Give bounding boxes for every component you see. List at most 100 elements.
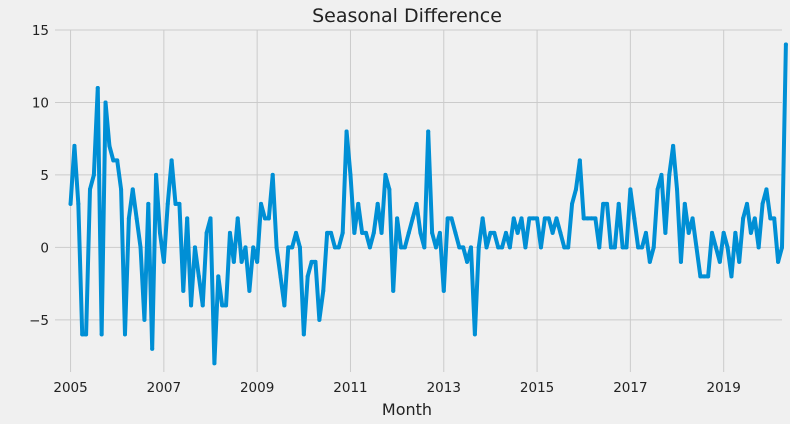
data-point [165, 201, 170, 206]
y-tick-label: 15 [32, 23, 49, 39]
data-point [721, 230, 726, 235]
data-point [511, 216, 516, 221]
data-point [546, 216, 551, 221]
data-point [558, 230, 563, 235]
data-point [379, 230, 384, 235]
data-point [130, 187, 135, 192]
data-point [142, 317, 147, 322]
data-point [457, 245, 462, 250]
data-point [449, 216, 454, 221]
data-point [710, 230, 715, 235]
data-point [126, 216, 131, 221]
data-point [616, 201, 621, 206]
data-point [461, 245, 466, 250]
data-point [216, 274, 221, 279]
data-point [640, 245, 645, 250]
data-point [605, 201, 610, 206]
data-point [566, 245, 571, 250]
data-point [523, 245, 528, 250]
data-point [255, 259, 260, 264]
chart-title: Seasonal Difference [312, 5, 502, 27]
data-point [231, 259, 236, 264]
data-point [745, 201, 750, 206]
data-point [472, 332, 477, 337]
data-point [239, 259, 244, 264]
data-point [535, 216, 540, 221]
x-tick-label: 2015 [520, 380, 554, 396]
x-tick-label: 2017 [613, 380, 647, 396]
data-point [768, 216, 773, 221]
data-point [628, 187, 633, 192]
data-point [282, 303, 287, 308]
data-point [636, 245, 641, 250]
data-point [274, 245, 279, 250]
data-point [208, 216, 213, 221]
y-axis-ticks: 15 10 5 0 −5 [29, 23, 49, 329]
data-point [301, 332, 306, 337]
data-point [119, 187, 124, 192]
data-point [84, 332, 89, 337]
data-point [725, 245, 730, 250]
data-point [150, 346, 155, 351]
x-tick-label: 2013 [427, 380, 461, 396]
data-point [134, 216, 139, 221]
data-point [748, 230, 753, 235]
data-point [266, 216, 271, 221]
data-point [554, 216, 559, 221]
data-point [694, 245, 699, 250]
x-tick-label: 2009 [240, 380, 274, 396]
data-point [500, 245, 505, 250]
data-point [364, 230, 369, 235]
data-point [702, 274, 707, 279]
data-point [91, 172, 96, 177]
data-point [383, 172, 388, 177]
data-point [515, 230, 520, 235]
data-point [527, 216, 532, 221]
data-point [433, 245, 438, 250]
data-point [752, 216, 757, 221]
data-point [68, 201, 73, 206]
data-point [468, 245, 473, 250]
data-point [593, 216, 598, 221]
data-point [224, 303, 229, 308]
data-point [422, 245, 427, 250]
data-point [177, 201, 182, 206]
data-point [507, 245, 512, 250]
data-point [550, 230, 555, 235]
data-point [667, 172, 672, 177]
data-point [278, 274, 283, 279]
data-point [344, 129, 349, 134]
y-tick-label: 5 [40, 168, 49, 184]
data-point [733, 230, 738, 235]
data-point [286, 245, 291, 250]
data-point [496, 245, 501, 250]
data-point [181, 288, 186, 293]
data-point [573, 187, 578, 192]
data-point [717, 259, 722, 264]
data-point [542, 216, 547, 221]
data-point [410, 216, 415, 221]
data-point [220, 303, 225, 308]
data-point [173, 201, 178, 206]
data-point [262, 216, 267, 221]
data-point [601, 201, 606, 206]
data-point [698, 274, 703, 279]
data-point [367, 245, 372, 250]
x-axis-ticks: 2005 2007 2009 2011 2013 2015 2017 2019 [53, 380, 740, 396]
data-point [776, 259, 781, 264]
data-point [375, 201, 380, 206]
data-point [760, 201, 765, 206]
data-point [356, 201, 361, 206]
data-point [189, 303, 194, 308]
data-point [519, 216, 524, 221]
data-point [581, 216, 586, 221]
data-point [659, 172, 664, 177]
data-point [441, 288, 446, 293]
data-point [682, 201, 687, 206]
data-point [99, 332, 104, 337]
grid [55, 29, 782, 372]
data-point [399, 245, 404, 250]
data-point [259, 201, 264, 206]
data-point [503, 230, 508, 235]
data-point [492, 230, 497, 235]
